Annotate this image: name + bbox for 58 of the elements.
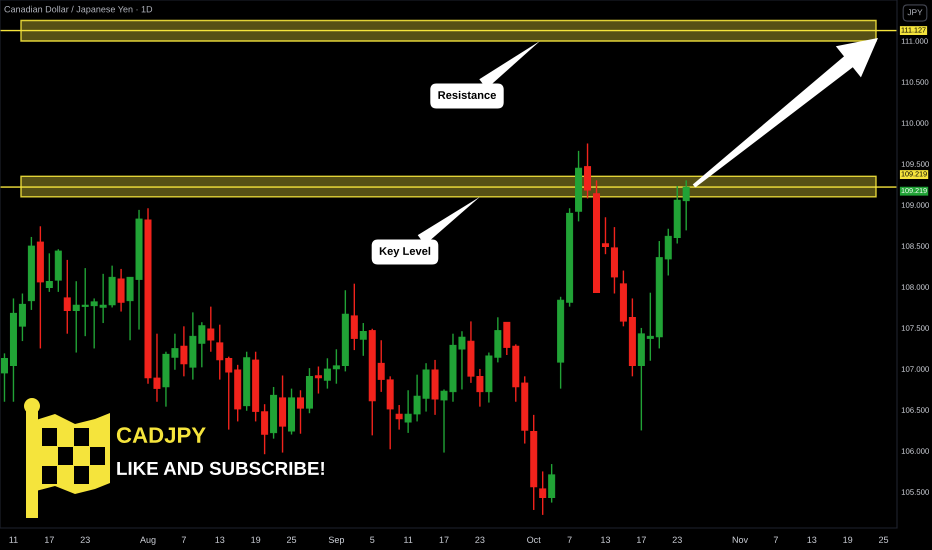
candlestick <box>458 330 466 390</box>
x-tick-label: 11 <box>404 536 412 543</box>
x-tick-label: 19 <box>843 536 852 543</box>
candlestick <box>548 463 556 504</box>
candlestick <box>584 142 592 200</box>
candlestick <box>476 368 484 408</box>
candlestick <box>360 322 367 357</box>
x-tick-label: 13 <box>807 536 816 543</box>
candlestick <box>207 306 214 352</box>
candlestick <box>118 268 125 312</box>
x-tick-label: 23 <box>672 536 682 543</box>
x-tick-label: 17 <box>440 536 449 543</box>
x-tick-label: 7 <box>568 536 572 543</box>
candlestick <box>126 276 134 341</box>
annotation: LIKE AND SUBSCRIBE! <box>117 462 324 476</box>
x-tick-label: Aug <box>140 536 156 545</box>
x-tick-label: 19 <box>251 536 260 543</box>
x-tick-label: 23 <box>475 536 485 543</box>
candlestick <box>440 388 448 454</box>
x-tick-label: 7 <box>182 536 186 543</box>
candlestick <box>100 273 107 324</box>
candlestick <box>64 259 71 334</box>
annotation: CADJPY <box>116 427 206 443</box>
x-tick-label: 13 <box>215 536 224 543</box>
candlestick <box>18 292 26 342</box>
candlestick <box>602 216 609 255</box>
x-tick-label: 7 <box>774 536 778 543</box>
x-tick-label: 5 <box>370 536 374 543</box>
candlestick <box>314 366 322 394</box>
candlestick <box>171 332 178 370</box>
candlestick <box>46 252 53 293</box>
x-tick-label: Sep <box>328 536 344 545</box>
x-tick-label: Nov <box>732 536 748 543</box>
candlestick <box>261 404 268 455</box>
x-tick-label: 25 <box>286 536 296 543</box>
annotation: Key Level <box>380 246 430 258</box>
candlestick <box>324 358 331 390</box>
x-tick-label: 13 <box>601 536 610 543</box>
candlestick <box>332 348 340 384</box>
annotation: Resistance <box>438 90 496 99</box>
candlestick <box>0 352 8 402</box>
candlestick <box>404 390 412 434</box>
candlestick <box>180 326 188 378</box>
text: Canadian Dollar / Japanese Yen · 1D <box>4 6 152 14</box>
candlestick <box>539 470 546 516</box>
x-tick-label: Oct <box>527 536 541 543</box>
candlestick <box>414 374 421 422</box>
candlestick <box>296 390 304 434</box>
y-axis-title: JPY <box>907 9 922 16</box>
candlestick <box>198 322 206 368</box>
x-tick-label: 11 <box>9 536 18 543</box>
candlestick <box>350 282 358 351</box>
candlestick <box>153 332 160 402</box>
x-tick-label: 23 <box>80 536 90 543</box>
x-tick-label: 25 <box>878 536 888 543</box>
candlestick <box>396 404 403 430</box>
x-tick-label: 17 <box>637 536 646 543</box>
x-tick-label: 17 <box>45 536 54 543</box>
